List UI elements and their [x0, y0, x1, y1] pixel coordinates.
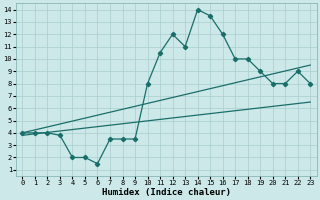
X-axis label: Humidex (Indice chaleur): Humidex (Indice chaleur) — [102, 188, 231, 197]
